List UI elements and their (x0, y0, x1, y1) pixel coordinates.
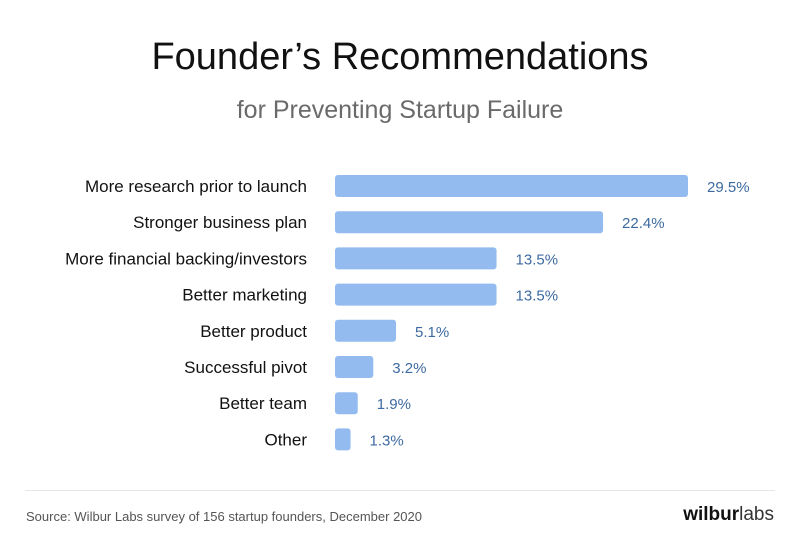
value-label: 29.5% (707, 179, 750, 196)
chart-subtitle: for Preventing Startup Failure (236, 96, 564, 124)
bar (335, 211, 604, 234)
footer-divider (25, 490, 775, 491)
value-label: 13.5% (516, 251, 559, 268)
chart-title: Founder’s Recommendations (151, 36, 649, 78)
bar (335, 356, 374, 378)
value-label: 3.2% (392, 360, 426, 377)
category-label: Better team (219, 394, 307, 413)
logo-light: labs (739, 504, 774, 525)
bar (335, 319, 397, 342)
wilburlabs-logo: wilburlabs (683, 504, 774, 526)
value-label: 1.9% (377, 396, 411, 413)
value-label: 13.5% (516, 288, 559, 305)
category-label: Better product (200, 322, 307, 341)
value-label: 5.1% (415, 324, 449, 341)
bar (335, 175, 688, 197)
bar (335, 247, 497, 270)
logo-bold: wilbur (683, 504, 740, 525)
bar-chart: More research prior to launch 29.5% Strong… (65, 175, 750, 451)
category-label: Stronger business plan (133, 213, 307, 232)
category-label: More financial backing/investors (65, 249, 307, 268)
bar (335, 283, 497, 306)
value-label: 22.4% (622, 215, 665, 232)
source-note: Source: Wilbur Labs survey of 156 startu… (26, 509, 422, 524)
category-label: Other (264, 430, 307, 449)
category-label: Successful pivot (184, 358, 307, 377)
category-label: Better marketing (182, 286, 307, 305)
category-label: More research prior to launch (85, 177, 307, 196)
bar (335, 428, 351, 451)
value-label: 1.3% (370, 432, 404, 449)
bar (335, 392, 358, 415)
